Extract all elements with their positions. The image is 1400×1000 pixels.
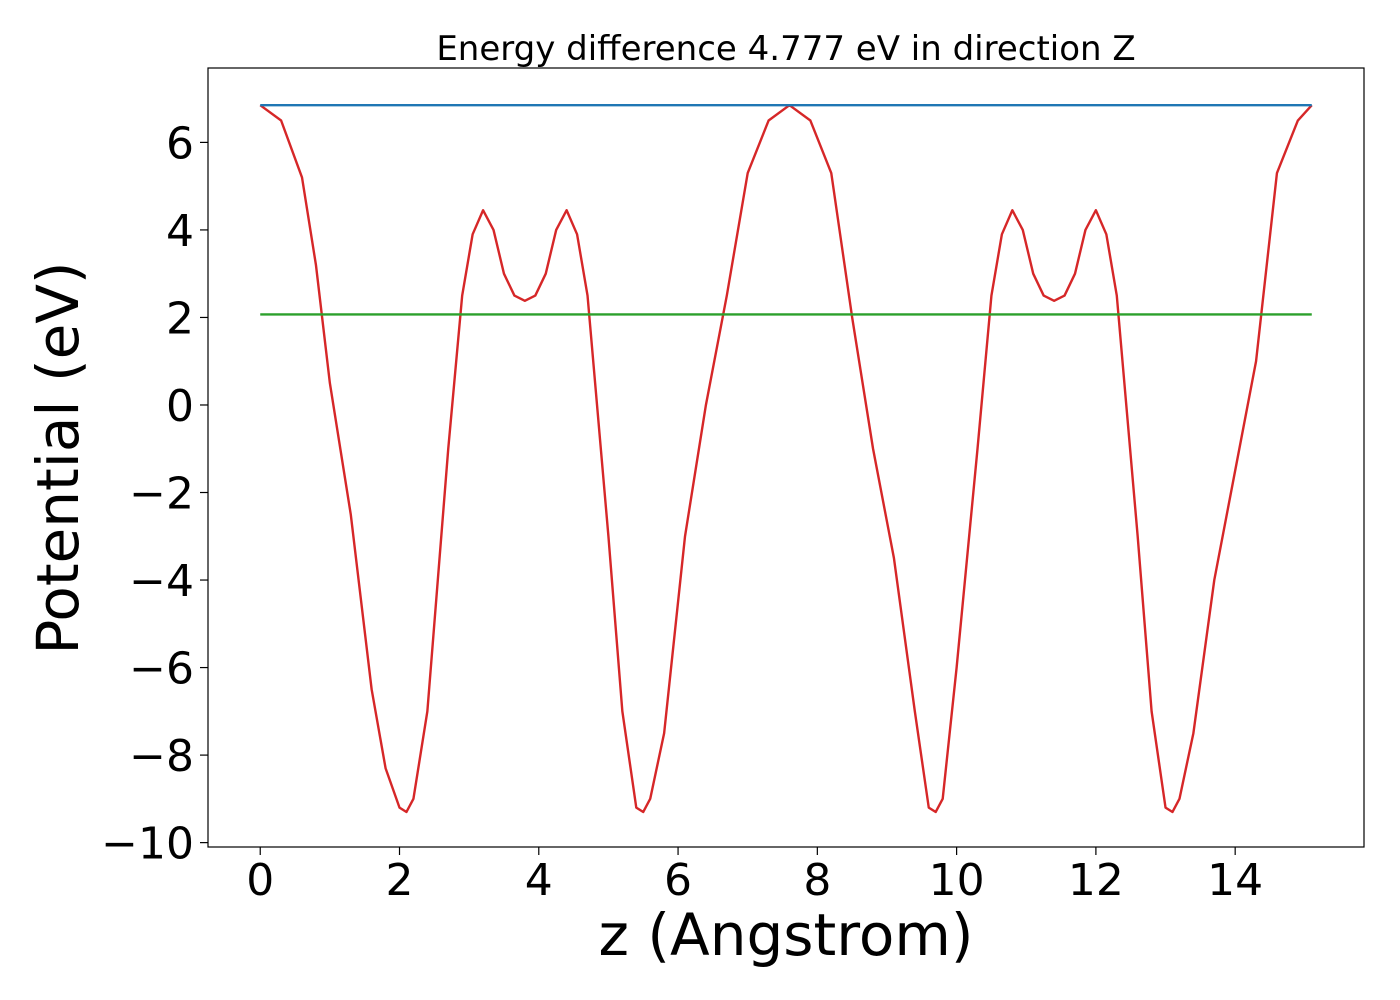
x-tick-label: 0 xyxy=(246,855,274,906)
x-tick-label: 14 xyxy=(1207,855,1263,906)
y-tick-label: 0 xyxy=(166,381,194,432)
y-tick-label: −6 xyxy=(129,644,194,695)
y-tick-label: −2 xyxy=(129,469,194,520)
x-tick-label: 6 xyxy=(664,855,692,906)
x-axis-label: z (Angstrom) xyxy=(599,901,974,969)
series-line-1 xyxy=(259,103,1313,814)
y-axis: −10 −8 −6 −4 −2 0 2 4 6 xyxy=(101,118,208,870)
x-tick-label: 12 xyxy=(1068,855,1124,906)
y-tick-label: −10 xyxy=(101,819,194,870)
y-axis-label: Potential (eV) xyxy=(24,261,92,654)
x-axis: 0 2 4 6 8 10 12 14 xyxy=(246,847,1263,906)
series-layer xyxy=(259,103,1313,814)
y-tick-label: 6 xyxy=(166,118,194,169)
x-tick-label: 10 xyxy=(929,855,985,906)
x-tick-label: 2 xyxy=(386,855,414,906)
x-tick-label: 8 xyxy=(803,855,831,906)
plot-frame xyxy=(207,67,1365,848)
chart-title: Energy difference 4.777 eV in direction … xyxy=(436,29,1135,69)
y-tick-label: −4 xyxy=(129,556,194,607)
y-tick-label: 4 xyxy=(166,206,194,257)
y-tick-label: −8 xyxy=(129,731,194,782)
y-tick-label: 2 xyxy=(166,293,194,344)
x-tick-label: 4 xyxy=(525,855,553,906)
